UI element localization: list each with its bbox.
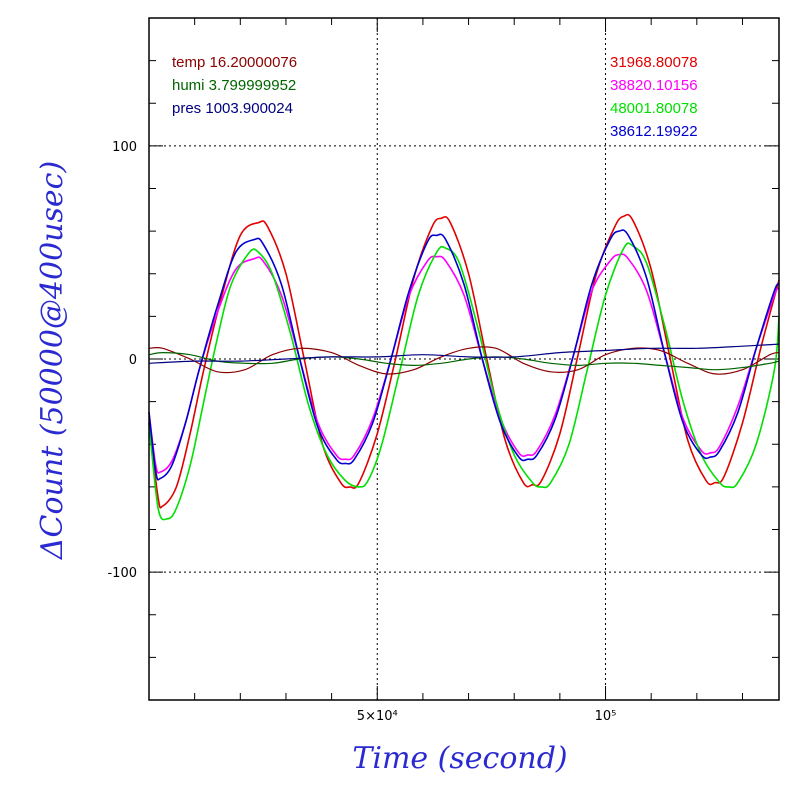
- env-legend-item: pres 1003.900024: [172, 100, 293, 117]
- count-legend: 31968.80078 38820.10156 48001.80078 38612.1…: [610, 54, 698, 140]
- count-legend-item: 31968.80078: [610, 54, 698, 71]
- env-legend-item: humi 3.799999952: [172, 77, 296, 94]
- env-legend: temp 16.20000076 humi 3.799999952 pres 100…: [172, 54, 297, 117]
- series-line-3: [148, 229, 780, 481]
- y-tick-label: -100: [107, 566, 137, 581]
- series-line-4: [148, 346, 780, 375]
- x-tick-label: 5×10⁴: [357, 709, 398, 724]
- tick-labels: 5×10⁴ 10⁵ 100 0 -100: [107, 140, 616, 724]
- env-legend-item: temp 16.20000076: [172, 54, 297, 71]
- x-axis-title: Time (second): [352, 741, 567, 776]
- y-tick-label: 0: [129, 353, 137, 368]
- axis-ticks: [149, 18, 779, 700]
- plot-frame: [148, 17, 780, 701]
- series-line-5: [148, 351, 780, 371]
- series-line-6: [148, 343, 780, 364]
- grid: [149, 18, 779, 700]
- count-legend-item: 48001.80078: [610, 100, 698, 117]
- x-tick-label: 10⁵: [595, 709, 617, 724]
- count-legend-item: 38612.19922: [610, 123, 698, 140]
- y-axis-title: ΔCount (50000@400usec): [35, 161, 70, 560]
- series-group: [148, 213, 780, 521]
- y-tick-label: 100: [112, 140, 137, 155]
- count-legend-item: 38820.10156: [610, 77, 698, 94]
